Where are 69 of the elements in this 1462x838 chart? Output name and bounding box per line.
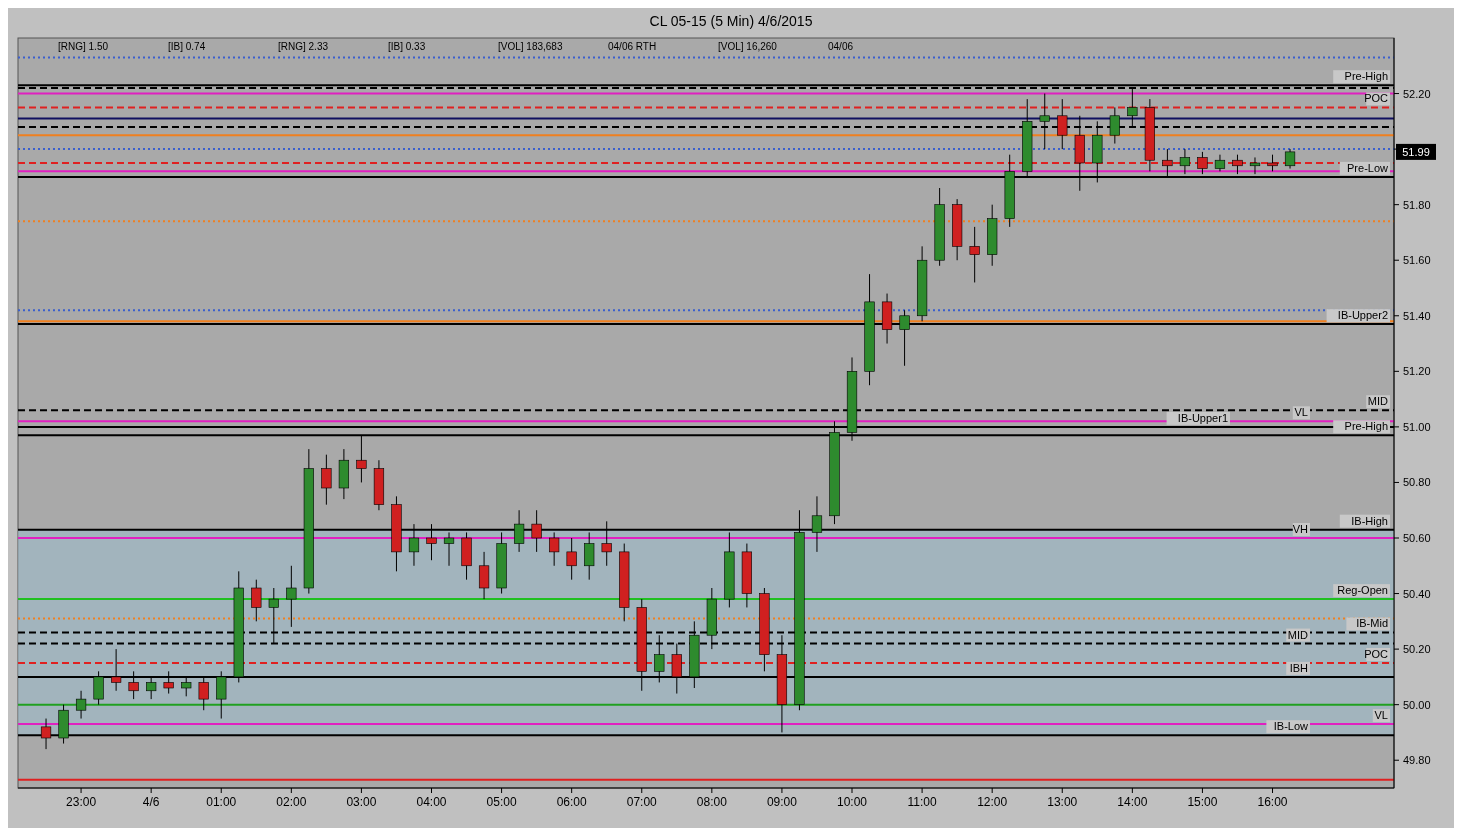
candlestick xyxy=(321,454,332,506)
ref-line-label: IB-High xyxy=(1351,514,1388,527)
candlestick xyxy=(1179,148,1191,175)
ref-line-label: VH xyxy=(1292,523,1309,535)
annotation: [RNG] 1.50 xyxy=(58,41,109,52)
annotation: [IB] 0.74 xyxy=(168,41,206,52)
ref-line-label: VL xyxy=(1294,406,1308,419)
x-tick-label: 08:00 xyxy=(696,795,728,809)
y-tick-label: 50.00 xyxy=(1403,698,1431,711)
x-tick-label: 4/6 xyxy=(142,795,160,809)
y-tick-label: 50.80 xyxy=(1403,476,1431,489)
annotation: 04/06 RTH xyxy=(608,41,657,52)
candlestick xyxy=(1232,154,1243,175)
annotation: [RNG] 2.33 xyxy=(278,41,329,52)
x-tick-label: 14:00 xyxy=(1117,795,1148,809)
annotation: [IB] 0.33 xyxy=(388,41,426,52)
x-tick-label: 16:00 xyxy=(1257,795,1288,809)
y-tick-label: 51.40 xyxy=(1403,309,1431,322)
x-tick-label: 07:00 xyxy=(626,795,658,809)
ref-line-label: POC xyxy=(1364,92,1389,105)
ref-line-label: IB-Low xyxy=(1273,720,1309,733)
x-tick-label: 23:00 xyxy=(66,795,97,809)
ref-line-label: Reg-Open xyxy=(1337,584,1388,597)
x-tick-label: 09:00 xyxy=(766,795,798,809)
y-tick-label: 51.00 xyxy=(1403,420,1431,433)
ref-line-label: MID xyxy=(1367,395,1389,408)
ref-line-label: Pre-High xyxy=(1344,70,1388,83)
candlestick xyxy=(1249,156,1261,175)
annotation: [VOL] 183,683 xyxy=(498,41,563,52)
x-tick-label: 06:00 xyxy=(556,795,588,809)
x-tick-label: 05:00 xyxy=(486,795,517,809)
candlestick xyxy=(251,579,262,622)
candlestick xyxy=(566,537,577,581)
candlestick xyxy=(478,551,490,600)
candlestick xyxy=(1197,151,1208,175)
ref-line-label: MID xyxy=(1287,628,1309,641)
annotation: [VOL] 16,260 xyxy=(718,41,778,52)
x-tick-label: 02:00 xyxy=(276,795,307,809)
annotation: 04/06 xyxy=(828,41,854,52)
ref-line-label: POC xyxy=(1364,648,1389,660)
x-tick-label: 10:00 xyxy=(836,795,868,809)
chart-title: CL 05-15 (5 Min) 4/6/2015 xyxy=(649,13,813,29)
y-tick-label: 50.40 xyxy=(1403,587,1431,600)
y-tick-label: 50.20 xyxy=(1403,643,1431,656)
x-tick-label: 03:00 xyxy=(346,795,377,809)
ref-line-label: IB-Mid xyxy=(1356,617,1388,630)
candlestick xyxy=(75,690,87,720)
y-tick-label: 52.20 xyxy=(1403,87,1431,100)
candlestick xyxy=(969,226,980,283)
x-tick-label: 12:00 xyxy=(977,795,1008,809)
x-tick-label: 13:00 xyxy=(1047,795,1078,809)
y-tick-label: 49.80 xyxy=(1403,754,1431,767)
y-tick-label: 51.20 xyxy=(1403,365,1431,378)
x-tick-label: 11:00 xyxy=(907,795,937,809)
candlestick xyxy=(286,565,297,628)
y-tick-label: 51.80 xyxy=(1403,198,1431,211)
ref-line-label: VL xyxy=(1374,709,1388,722)
ref-line-label: Pre-Low xyxy=(1347,161,1389,174)
y-tick-label: 51.60 xyxy=(1403,254,1431,267)
x-tick-label: 04:00 xyxy=(416,795,447,809)
annotation: 51.99 xyxy=(1402,145,1430,158)
candlestick xyxy=(1284,148,1296,170)
ref-line-label: IB-Upper2 xyxy=(1337,309,1388,322)
ref-line-label: IBH xyxy=(1289,661,1309,674)
ref-line-label: IB-Upper1 xyxy=(1177,411,1228,424)
y-tick-label: 50.60 xyxy=(1403,532,1431,544)
x-tick-label: 01:00 xyxy=(206,795,237,809)
x-tick-label: 15:00 xyxy=(1187,795,1218,809)
ref-line-label: Pre-High xyxy=(1344,420,1388,433)
